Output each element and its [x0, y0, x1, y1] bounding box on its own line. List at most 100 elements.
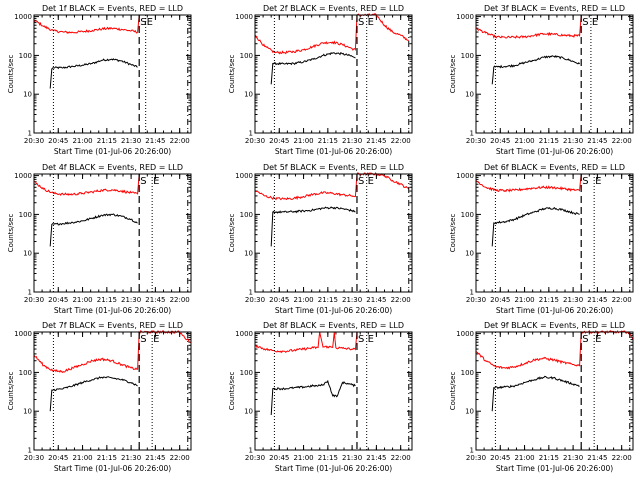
series-line-lld [475, 14, 582, 39]
y-tick-label: 1 [28, 130, 32, 138]
chart-title: Det 5f BLACK = Events, RED = LLD [263, 163, 404, 172]
chart-panel-7: Det 7f BLACK = Events, RED = LLD Counts/s… [7, 321, 192, 473]
y-tick-label: 1000 [14, 172, 32, 180]
x-tick-label: 21:00 [72, 296, 92, 304]
chart-panel-8: Det 8f BLACK = Events, RED = LLD Counts/s… [228, 321, 413, 473]
x-tick-label: 21:45 [366, 296, 386, 304]
y-axis-label: Counts/sec [449, 372, 457, 411]
chart-title: Det 8f BLACK = Events, RED = LLD [263, 321, 404, 330]
marker-label: S [582, 334, 588, 345]
marker-label: S [582, 176, 588, 187]
marker-label: S [358, 176, 364, 187]
chart-panel-6: Det 6f BLACK = Events, RED = LLD Counts/s… [449, 163, 634, 315]
x-tick-label: 21:30 [563, 137, 583, 145]
x-tick-label: 20:30 [245, 454, 265, 462]
x-tick-label: 21:15 [97, 296, 117, 304]
x-tick-label: 21:00 [72, 137, 92, 145]
y-tick-label: 1000 [456, 330, 474, 338]
y-tick-label: 1000 [235, 330, 253, 338]
y-tick-label: 1000 [456, 13, 474, 21]
x-tick-label: 21:15 [97, 454, 117, 462]
y-tick-label: 1000 [235, 13, 253, 21]
y-tick-label: 10 [23, 250, 32, 258]
marker-label: E [153, 176, 159, 187]
x-tick-label: 21:00 [72, 454, 92, 462]
x-tick-label: 21:00 [514, 296, 534, 304]
y-tick-label: 100 [240, 52, 253, 60]
x-tick-label: 20:30 [245, 296, 265, 304]
x-tick-label: 20:30 [466, 454, 486, 462]
chart-panel-3: Det 3f BLACK = Events, RED = LLD Counts/s… [449, 4, 634, 156]
marker-label: E [595, 334, 601, 345]
x-tick-label: 21:15 [318, 296, 338, 304]
y-tick-label: 1000 [14, 330, 32, 338]
x-tick-label: 21:30 [342, 454, 362, 462]
plot-frame [254, 173, 413, 293]
chart-title: Det 1f BLACK = Events, RED = LLD [42, 4, 183, 13]
marker-label: E [368, 17, 374, 28]
series-line-events [491, 375, 580, 412]
x-tick-label: 20:30 [24, 137, 44, 145]
x-tick-label: 21:15 [539, 454, 559, 462]
chart-panel-1: Det 1f BLACK = Events, RED = LLD Counts/s… [7, 4, 192, 156]
plot-frame [33, 331, 192, 451]
x-tick-label: 21:45 [145, 137, 165, 145]
x-tick-label: 20:30 [24, 454, 44, 462]
series-line-events [270, 51, 356, 85]
y-tick-label: 1000 [235, 172, 253, 180]
y-tick-label: 10 [244, 250, 253, 258]
y-axis-label: Counts/sec [7, 55, 15, 94]
series-line-events [49, 58, 138, 89]
x-tick-label: 21:30 [342, 137, 362, 145]
series-line-events [49, 213, 138, 247]
series-line-lld [33, 14, 140, 34]
series-line-events [270, 206, 356, 247]
y-tick-label: 1 [470, 289, 474, 297]
x-tick-label: 21:45 [145, 454, 165, 462]
x-tick-label: 21:00 [293, 454, 313, 462]
marker-label: S [358, 334, 364, 345]
series-line-events [491, 55, 581, 85]
y-tick-label: 10 [23, 408, 32, 416]
x-tick-label: 21:45 [587, 296, 607, 304]
y-axis-label: Counts/sec [7, 372, 15, 411]
plot-frame [475, 173, 634, 293]
x-tick-label: 21:15 [318, 137, 338, 145]
y-tick-label: 100 [461, 52, 474, 60]
plot-frame [33, 173, 192, 293]
x-axis-label: Start Time (01-Jul-06 20:26:00) [275, 464, 392, 473]
x-tick-label: 21:45 [366, 137, 386, 145]
series-line-events [270, 379, 356, 416]
chart-panel-2: Det 2f BLACK = Events, RED = LLD Counts/s… [228, 4, 413, 156]
x-tick-label: 21:00 [514, 137, 534, 145]
x-tick-label: 20:45 [490, 454, 510, 462]
x-tick-label: 22:00 [170, 454, 190, 462]
x-axis-label: Start Time (01-Jul-06 20:26:00) [496, 306, 613, 315]
chart-panel-5: Det 5f BLACK = Events, RED = LLD Counts/s… [228, 163, 413, 315]
y-tick-label: 100 [19, 52, 32, 60]
x-tick-label: 21:15 [97, 137, 117, 145]
x-tick-label: 20:45 [48, 296, 68, 304]
marker-label: S [140, 334, 146, 345]
x-tick-label: 21:30 [563, 296, 583, 304]
x-tick-label: 22:00 [391, 296, 411, 304]
x-tick-label: 21:30 [563, 454, 583, 462]
x-tick-label: 20:45 [269, 137, 289, 145]
marker-label: E [153, 334, 159, 345]
y-tick-label: 1 [249, 130, 253, 138]
series-line-lld [254, 331, 358, 354]
x-tick-label: 20:30 [466, 296, 486, 304]
y-axis-label: Counts/sec [228, 214, 236, 253]
x-tick-label: 22:00 [170, 137, 190, 145]
y-tick-label: 10 [465, 250, 474, 258]
x-tick-label: 20:45 [48, 137, 68, 145]
x-tick-label: 21:45 [587, 454, 607, 462]
x-tick-label: 21:00 [514, 454, 534, 462]
x-tick-label: 21:15 [539, 296, 559, 304]
y-tick-label: 1 [470, 447, 474, 455]
x-tick-label: 22:00 [170, 296, 190, 304]
y-axis-label: Counts/sec [228, 55, 236, 94]
x-tick-label: 21:45 [587, 137, 607, 145]
chart-title: Det 9f BLACK = Events, RED = LLD [484, 321, 625, 330]
